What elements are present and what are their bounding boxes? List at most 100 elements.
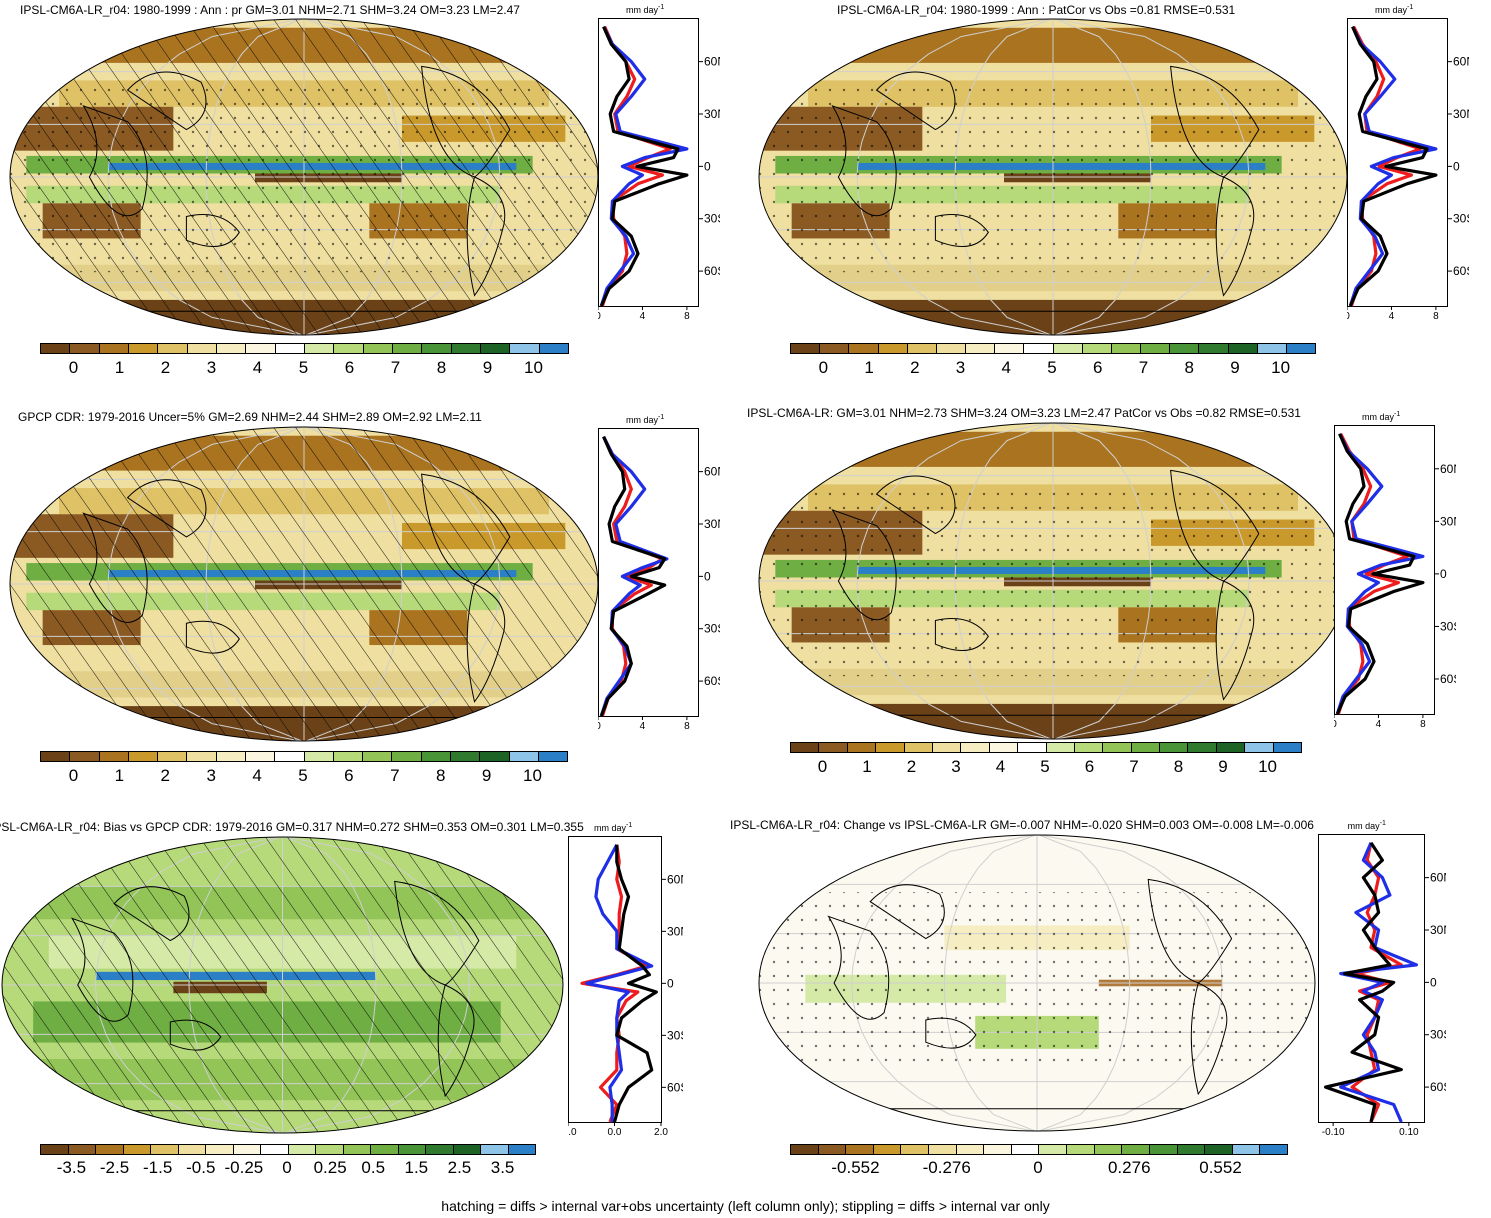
- profile-units-superscript: -1: [658, 414, 665, 421]
- lat-tick-label: 60S: [1440, 672, 1456, 686]
- colorbar-swatch: [158, 344, 188, 353]
- colorbar-swatch: [1024, 344, 1054, 353]
- colorbar-tick-label: 6: [344, 358, 355, 377]
- colorbar-swatch: [422, 344, 452, 353]
- x-tick-label: 8: [684, 721, 690, 730]
- colorbar-swatch: [907, 344, 937, 353]
- profile-units-text: mm day: [1375, 5, 1408, 15]
- profile-units-superscript: -1: [1394, 411, 1401, 418]
- colorbar-tick-label: 2.5: [447, 1158, 472, 1177]
- colorbar-swatch: [68, 1145, 96, 1154]
- colorbar-swatch: [1170, 344, 1200, 353]
- colorbar-tick-label: 1.5: [404, 1158, 429, 1177]
- global-map: [1, 836, 564, 1134]
- colorbar-swatch: [1216, 743, 1246, 752]
- colorbar-swatch: [128, 344, 159, 353]
- colorbar-swatch: [304, 752, 334, 761]
- colorbar-tick-label: 4: [252, 766, 262, 785]
- panel-title: IPSL-CM6A-LR_r04: 1980-1999 : Ann : PatC…: [837, 3, 1236, 17]
- global-map: [9, 426, 599, 742]
- colorbar-tick-label: 2: [910, 358, 920, 377]
- colorbar-swatch: [1245, 743, 1274, 752]
- colorbar-swatch: [929, 1145, 957, 1154]
- lat-tick-label: 0: [704, 569, 711, 583]
- colorbar-tick-label: 1: [864, 358, 874, 377]
- colorbar-tick-label: 8: [1184, 358, 1194, 377]
- lat-tick-label: 0: [704, 159, 711, 173]
- colorbar: [790, 343, 1316, 354]
- lat-tick-label: 30N: [1430, 923, 1446, 937]
- colorbar-swatch: [1228, 344, 1258, 353]
- profile-series-1: [1339, 842, 1418, 1123]
- colorbar-swatch: [1011, 1145, 1040, 1154]
- colorbar-swatch: [99, 752, 129, 761]
- colorbar-tick-label: 5: [1047, 358, 1057, 377]
- panel-title: IPSL-CM6A-LR_r04: 1980-1999 : Ann : pr G…: [20, 3, 520, 17]
- colorbar-swatch: [187, 344, 217, 353]
- x-tick-label: 4: [640, 311, 646, 320]
- zonal-mean-profile: 60N 30N 0 30S 60S -2.0 0.0 2.0: [568, 836, 683, 1136]
- x-tick-label: 8: [1420, 719, 1426, 728]
- colorbar-swatch: [187, 752, 217, 761]
- colorbar-swatch: [818, 1145, 847, 1154]
- colorbar-tick-label: 0: [282, 1158, 292, 1177]
- colorbar-swatch: [539, 344, 568, 353]
- profile-units-text: mm day: [626, 5, 659, 15]
- x-tick-label: 0.10: [1399, 1127, 1419, 1136]
- colorbar-swatch: [99, 344, 129, 353]
- lat-tick-label: 60S: [667, 1080, 683, 1094]
- profile-series-0: [1336, 433, 1409, 715]
- colorbar-swatch: [316, 1145, 344, 1154]
- profile-units-text: mm day: [1362, 412, 1395, 422]
- global-map: [9, 18, 599, 336]
- colorbar-swatch: [158, 752, 188, 761]
- profile-series-2: [599, 26, 689, 307]
- colorbar-tick-label: 2: [160, 358, 171, 377]
- x-tick-label: -2.0: [568, 1127, 577, 1136]
- colorbar-tick-label: 3: [206, 766, 216, 785]
- colorbar-swatch: [128, 752, 159, 761]
- colorbar-tick-label: 9: [481, 766, 492, 785]
- colorbar-swatch: [847, 743, 877, 752]
- profile-series-0: [580, 844, 649, 1123]
- colorbar-swatch: [451, 344, 481, 353]
- colorbar-tick-label: 7: [390, 766, 400, 785]
- hatching-overlay: [10, 427, 598, 741]
- lat-tick-label: 0: [667, 976, 674, 990]
- colorbar-swatch: [849, 344, 879, 353]
- profile-series-1: [1348, 25, 1438, 307]
- colorbar-tick-label: 5: [1040, 757, 1050, 776]
- colorbar-swatch: [233, 1145, 261, 1154]
- profile-series-2: [1348, 26, 1438, 307]
- colorbar-swatch: [1260, 1145, 1287, 1154]
- global-map: [758, 834, 1316, 1132]
- colorbar-swatch: [820, 344, 850, 353]
- colorbar-swatch: [1122, 1145, 1150, 1154]
- lat-tick-label: 60N: [667, 872, 683, 886]
- map-border: [758, 834, 1316, 1132]
- colorbar-swatch: [70, 344, 100, 353]
- colorbar-swatch: [1199, 344, 1229, 353]
- profile-units: mm day-1: [626, 4, 664, 15]
- stippling-overlay: [759, 80, 1347, 273]
- colorbar: [40, 1144, 536, 1155]
- colorbar-tick-label: 3: [951, 757, 961, 776]
- colorbar-swatch: [1188, 743, 1217, 752]
- colorbar-swatch: [70, 752, 100, 761]
- lat-tick-label: 0: [1440, 567, 1447, 581]
- profile-units-text: mm day: [1347, 821, 1380, 831]
- colorbar-swatch: [791, 743, 820, 752]
- colorbar-swatch: [1149, 1145, 1178, 1154]
- lat-tick-label: 30S: [667, 1028, 683, 1042]
- colorbar-tick-label: 7: [390, 358, 401, 377]
- zonal-mean-profile: 60N 30N 0 30S 60S 0 4 8: [1347, 18, 1469, 320]
- stippling-overlay: [759, 892, 1315, 1073]
- colorbar-tick-label: 2: [906, 757, 917, 776]
- x-tick-label: 4: [640, 721, 646, 730]
- colorbar-swatch: [245, 752, 276, 761]
- colorbar-swatch: [206, 1145, 234, 1154]
- profile-units: mm day-1: [1348, 820, 1386, 831]
- profile-units: mm day-1: [1362, 411, 1400, 422]
- colorbar: [40, 751, 568, 762]
- colorbar-swatch: [480, 344, 511, 353]
